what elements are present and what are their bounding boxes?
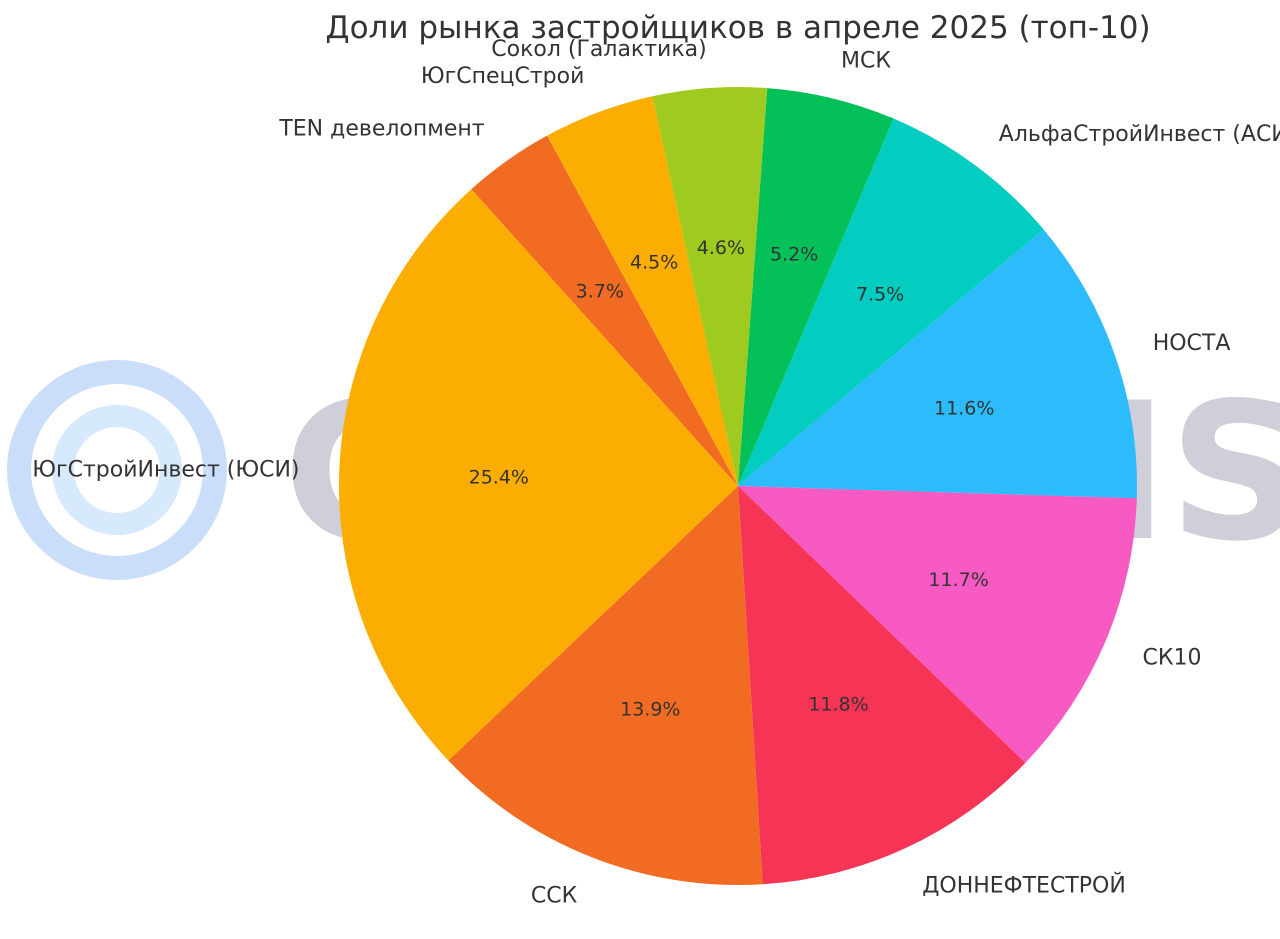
percent-label-6: 13.9% [620,699,680,721]
chart-title: Доли рынка застройщиков в апреле 2025 (т… [325,10,1150,46]
pie-slice-8 [471,135,738,486]
watermark-logo-inner-ring [52,405,182,535]
slice-label-2: АльфаСтройИнвест (АСИ) [999,122,1280,147]
pie-slice-2 [738,118,1044,487]
slice-label-8: TEN девелопмент [278,117,484,142]
percent-label-9: 4.5% [630,252,678,274]
percent-label-1: 5.2% [770,243,818,265]
pie-slice-10 [652,86,768,487]
pie-slice-6 [448,486,763,886]
percent-label-2: 7.5% [856,283,904,305]
slice-labels: МСК АльфаСтройИнвест (АСИ) НОСТА СК10 ДОННЕФ… [32,37,1280,908]
pie-slice-3 [738,229,1137,499]
percent-label-7: 25.4% [469,466,529,488]
pie-slice-7 [338,189,738,761]
slice-label-4: СК10 [1143,645,1202,670]
pie-slice-9 [547,96,738,487]
percent-label-3: 11.6% [934,398,994,420]
slice-label-1: МСК [841,48,891,73]
slice-label-6: ССК [531,883,578,908]
percent-label-4: 11.7% [928,569,988,591]
pie-slice-5 [738,486,1026,885]
slice-label-10: Сокол (Галактика) [491,37,706,62]
pie-slice-4 [738,486,1137,763]
percent-label-8: 3.7% [576,281,624,303]
pie-slice-1 [738,88,894,486]
watermark-logo-outer-ring [7,360,227,580]
percent-label-5: 11.8% [808,693,868,715]
pie-slices [338,86,1137,886]
slice-label-9: ЮгСпецСтрой [421,64,584,89]
percent-label-10: 4.6% [697,237,745,259]
percent-labels: 5.2% 7.5% 11.6% 11.7% 11.8% 13.9% 25.4% 3.7% 4.5… [469,237,995,721]
slice-label-3: НОСТА [1153,331,1231,356]
slice-label-5: ДОННЕФТЕСТРОЙ [922,872,1126,898]
slice-label-7: ЮгСтройИнвест (ЮСИ) [32,457,299,482]
